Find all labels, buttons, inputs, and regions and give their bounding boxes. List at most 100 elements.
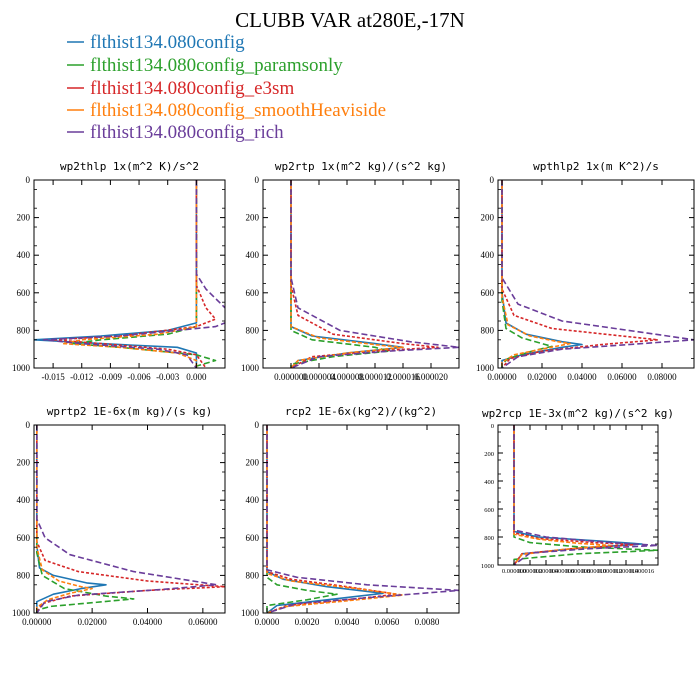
plot-frame [33,179,226,369]
x-tick-label: 0.06000 [188,617,218,627]
series-line [501,180,553,368]
panel: rcp2 1E-6x(kg^2)/(kg^2) 0 200 400 600 800 1000… [241,405,460,627]
y-tick-label: 0 [26,175,31,185]
panel: wp2thlp 1x(m^2 K)/s^2 0 200 400 600 800 1000 -0… [12,160,226,382]
plot-frame [262,424,460,614]
series-line [36,425,107,613]
x-tick-label: 0.02000 [527,372,557,382]
x-tick-label: 0.04000 [567,372,597,382]
x-tick-label: 0.000012 [598,568,622,575]
y-tick-label: 0 [255,420,260,430]
x-tick-label: 0.000004 [534,568,559,575]
x-tick-label: 0.0080 [415,617,440,627]
y-tick-label: 0 [26,420,31,430]
legend-item: flthist134.080config_smoothHeaviside [67,100,386,121]
plot-frame [262,179,460,369]
y-tick-label: 600 [246,288,260,298]
series-line [290,180,404,368]
x-tick-label: 0.0020 [295,617,320,627]
y-tick-label: 1000 [12,608,31,618]
x-tick-label: 0.0000 [255,617,280,627]
plot-frame [33,424,226,614]
y-tick-label: 1000 [241,363,260,373]
legend-label: flthist134.080config_e3sm [90,78,294,99]
x-tick-label: 0.02000 [78,617,108,627]
x-tick-label: 0.000012 [358,372,392,382]
x-tick-label: 0.000004 [302,372,336,382]
x-tick-label: 0.000010 [582,568,606,575]
y-tick-label: 400 [246,495,260,505]
y-tick-label: 800 [481,325,495,335]
y-tick-label: 400 [246,250,260,260]
x-tick-label: 0.000006 [550,568,575,575]
series-line [36,425,218,613]
series-line [266,425,338,613]
y-tick-label: 800 [17,570,31,580]
series-line [266,425,459,613]
series-line [501,180,659,368]
y-tick-label: 1000 [476,363,495,373]
x-tick-label: 0.000014 [614,568,639,575]
y-tick-label: 400 [481,250,495,260]
panel-title: wp2rtp 1x(m^2 kg)/(s^2 kg) [275,160,447,173]
y-tick-label: 200 [17,213,31,223]
y-tick-label: 200 [481,213,495,223]
y-tick-label: 800 [246,325,260,335]
y-tick-label: 1000 [12,363,31,373]
panel-title: rcp2 1E-6x(kg^2)/(kg^2) [285,405,437,418]
panel-title: wpthlp2 1x(m K^2)/s [533,160,659,173]
y-tick-label: 800 [484,535,494,542]
y-tick-label: 600 [17,533,31,543]
legend-label: flthist134.080config_rich [90,122,284,143]
y-tick-label: 200 [246,213,260,223]
series-line [266,425,404,613]
y-tick-label: 600 [17,288,31,298]
series-line [36,425,225,613]
y-tick-label: 200 [484,451,494,458]
series-line [52,180,217,368]
y-tick-label: 600 [481,288,495,298]
series-line [513,425,611,565]
series-line [36,425,93,613]
y-tick-label: 200 [17,458,31,468]
series-line [513,425,658,565]
panel: wprtp2 1E-6x(m kg)/(s kg) 0 200 400 600 800 10… [12,405,226,627]
x-tick-label: 0.000000 [274,372,308,382]
x-tick-label: 0.0060 [375,617,400,627]
x-tick-label: 0.000000 [502,568,526,575]
legend-label: flthist134.080config_paramsonly [90,55,343,76]
x-tick-label: -0.009 [99,372,123,382]
legend-item: flthist134.080config_rich [67,122,284,143]
y-tick-label: 400 [484,479,494,486]
series-line [266,425,384,613]
x-tick-label: -0.003 [156,372,180,382]
y-tick-label: 1000 [241,608,260,618]
y-tick-label: 600 [484,507,494,514]
x-tick-label: -0.015 [41,372,65,382]
panel-title: wp2rcp 1E-3x(m^2 kg)/(s^2 kg) [482,407,674,420]
series-line [501,180,583,368]
series-line [513,425,658,565]
plot-frame [497,179,695,369]
x-tick-label: 0.0040 [335,617,360,627]
figure-title: CLUBB VAR at280E,-17N [235,8,465,32]
series-line [501,180,571,368]
x-tick-label: 0.06000 [607,372,637,382]
panel: wp2rcp 1E-3x(m^2 kg)/(s^2 kg) 0 200 400 600 8… [481,407,674,575]
series-line [290,180,459,368]
y-tick-label: 400 [17,250,31,260]
legend-item: flthist134.080config_paramsonly [67,55,343,76]
panel: wp2rtp 1x(m^2 kg)/(s^2 kg) 0 200 400 600 800 1… [241,160,460,382]
series-line [513,425,635,565]
legend: flthist134.080configflthist134.080config… [67,32,386,143]
x-tick-label: 0.08000 [647,372,677,382]
panel-title: wp2thlp 1x(m^2 K)/s^2 [60,160,199,173]
panel: wpthlp2 1x(m K^2)/s 0 200 400 600 800 10000.00… [476,160,695,382]
x-tick-label: 0.000020 [414,372,448,382]
x-tick-label: 0.000016 [630,568,655,575]
y-tick-label: 0 [491,423,494,430]
series-line [34,180,198,368]
legend-item: flthist134.080config_e3sm [67,78,294,99]
y-tick-label: 600 [246,533,260,543]
